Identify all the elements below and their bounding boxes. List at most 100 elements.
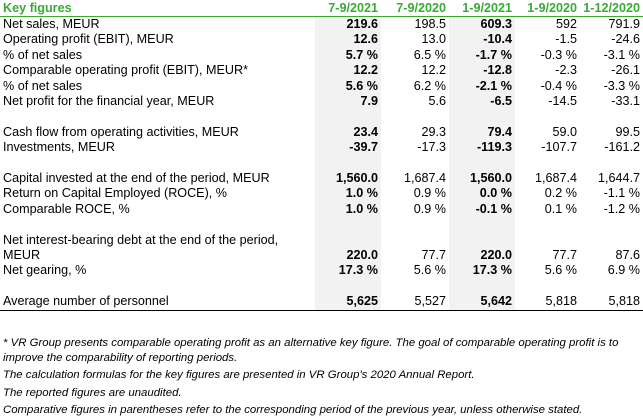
value-7-9-2020: 13.0	[421, 32, 446, 47]
value-7-9-2020: 29.3	[421, 124, 446, 139]
value-1-12-2020: -26.1	[611, 63, 640, 78]
row-label: Investments, MEUR	[3, 140, 115, 155]
value-1-9-2020: 5.6 %	[544, 263, 577, 278]
header-col-1-12-2020: 1-12/2020	[580, 0, 643, 17]
value-1-9-2020: 77.7	[552, 248, 577, 263]
value-1-9-2021: 1,560.0	[449, 171, 515, 187]
table-row-net-sales: Net sales, MEUR 219.6 198.5 609.3 592 79…	[0, 16, 643, 33]
value-1-9-2021: -119.3	[449, 140, 515, 156]
value-7-9-2021: 12.2	[315, 63, 381, 79]
value-7-9-2021: 23.4	[315, 124, 381, 141]
value-7-9-2021: 1.0 %	[315, 201, 381, 218]
value-1-12-2020: -3.1 %	[603, 47, 640, 62]
value-1-12-2020: 5,818	[580, 294, 643, 311]
value-1-9-2020: 0.2 %	[544, 186, 577, 201]
table-row-comparable-ebit-percent: % of net sales 5.6 % 6.2 % -2.1 % -0.4 %…	[0, 78, 643, 95]
value-1-9-2021: -2.1 %	[449, 78, 515, 95]
table-row-investments: Investments, MEUR -39.7 -17.3 -119.3 -10…	[0, 140, 643, 156]
value-1-12-2020: -1.2 %	[603, 201, 640, 216]
value-1-12-2020: 791.9	[608, 17, 640, 31]
value-7-9-2021: 7.9	[315, 94, 381, 110]
value-1-9-2021: -12.8	[449, 63, 515, 79]
row-label: Comparable operating profit (EBIT), MEUR…	[3, 63, 248, 78]
value-7-9-2021: 5.6 %	[315, 78, 381, 95]
value-7-9-2021: -39.7	[315, 140, 381, 156]
row-label: Net interest-bearing debt at the end of …	[3, 232, 279, 263]
value-7-9-2021: 219.6	[315, 16, 381, 33]
table-row-net-profit: Net profit for the financial year, MEUR …	[0, 94, 643, 110]
footnotes: * VR Group presents comparable operating…	[3, 336, 641, 420]
value-1-12-2020: -24.6	[611, 32, 640, 47]
value-1-9-2021: -0.1 %	[449, 201, 515, 218]
value-7-9-2020: 198.5	[414, 17, 446, 31]
value-7-9-2020: -17.3	[417, 140, 446, 155]
header-label: Key figures	[0, 0, 315, 17]
value-7-9-2021: 1,560.0	[315, 171, 381, 187]
value-1-9-2020: -0.3 %	[540, 47, 577, 62]
value-7-9-2021: 220.0	[315, 232, 381, 264]
row-label: Cash flow from operating activities, MEU…	[3, 124, 239, 139]
value-7-9-2021: 5.7 %	[315, 47, 381, 64]
table-row-ebit: Operating profit (EBIT), MEUR 12.6 13.0 …	[0, 32, 643, 48]
value-1-12-2020: -161.2	[604, 140, 640, 155]
row-label: Net gearing, %	[3, 263, 87, 278]
value-7-9-2020: 1,687.4	[403, 171, 446, 186]
value-1-9-2020: 59.0	[552, 124, 577, 139]
row-label: Comparable ROCE, %	[3, 201, 130, 216]
value-7-9-2020: 6.5 %	[413, 47, 446, 62]
table-header-row: Key figures 7-9/2021 7-9/2020 1-9/2021 1…	[0, 0, 643, 17]
value-7-9-2021: 1.0 %	[315, 186, 381, 202]
value-7-9-2020: 5,527	[381, 294, 449, 311]
value-1-9-2020: -1.5	[555, 32, 577, 47]
row-label: Operating profit (EBIT), MEUR	[3, 32, 174, 47]
value-1-12-2020: 99.5	[615, 124, 640, 139]
value-1-9-2020: 0.1 %	[544, 201, 577, 216]
table-row-ebit-percent: % of net sales 5.7 % 6.5 % -1.7 % -0.3 %…	[0, 47, 643, 64]
value-7-9-2020: 12.2	[421, 63, 446, 78]
value-1-12-2020: -33.1	[611, 94, 640, 109]
table-row-comparable-roce: Comparable ROCE, % 1.0 % 0.9 % -0.1 % 0.…	[0, 201, 643, 218]
footnote-calculation-formulas: The calculation formulas for the key fig…	[3, 369, 475, 382]
value-7-9-2021: 17.3 %	[315, 263, 381, 279]
value-1-9-2020: -2.3	[555, 63, 577, 78]
row-label: Capital invested at the end of the perio…	[3, 171, 270, 186]
value-7-9-2020: 6.2 %	[413, 78, 446, 93]
value-1-12-2020: 87.6	[615, 248, 640, 263]
row-label: Net sales, MEUR	[3, 17, 100, 31]
row-label: % of net sales	[3, 78, 83, 93]
row-label: % of net sales	[3, 47, 83, 62]
table-row-personnel: Average number of personnel 5,625 5,527 …	[0, 294, 643, 311]
table-row-comparable-ebit: Comparable operating profit (EBIT), MEUR…	[0, 63, 643, 79]
value-1-9-2020: -107.7	[541, 140, 577, 155]
row-label: Return on Capital Employed (ROCE), %	[3, 186, 227, 201]
table-row-roce: Return on Capital Employed (ROCE), % 1.0…	[0, 186, 643, 202]
value-1-9-2021: 0.0 %	[449, 186, 515, 202]
value-7-9-2020: 0.9 %	[413, 186, 446, 201]
table-row-cash-flow: Cash flow from operating activities, MEU…	[0, 124, 643, 141]
value-7-9-2020: 0.9 %	[413, 201, 446, 216]
header-col-1-9-2020: 1-9/2020	[515, 0, 580, 17]
value-1-12-2020: 1,644.7	[597, 171, 640, 186]
table-row-net-gearing: Net gearing, % 17.3 % 5.6 % 17.3 % 5.6 %…	[0, 263, 643, 279]
value-1-12-2020: -3.3 %	[603, 78, 640, 93]
value-1-9-2021: 17.3 %	[449, 263, 515, 279]
value-1-9-2021: 609.3	[449, 16, 515, 33]
footnote-unaudited: The reported figures are unaudited.	[3, 386, 182, 399]
spacer-row	[0, 217, 643, 233]
row-label: Net profit for the financial year, MEUR	[3, 94, 215, 109]
spacer-row	[0, 278, 643, 295]
value-1-12-2020: 6.9 %	[607, 263, 640, 278]
value-1-9-2021: 220.0	[449, 232, 515, 264]
footnote-comparable-ebit: * VR Group presents comparable operating…	[3, 337, 619, 365]
key-figures-table: Key figures 7-9/2021 7-9/2020 1-9/2021 1…	[0, 0, 643, 311]
value-1-9-2020: -14.5	[548, 94, 577, 109]
table-row-net-debt: Net interest-bearing debt at the end of …	[0, 232, 643, 264]
footnote-comparative-figures: Comparative figures in parentheses refer…	[3, 403, 583, 416]
value-1-9-2020: 592	[555, 17, 577, 31]
value-7-9-2021: 5,625	[315, 294, 381, 311]
value-1-9-2021: -1.7 %	[449, 47, 515, 64]
spacer-row	[0, 155, 643, 172]
value-1-9-2021: 79.4	[449, 124, 515, 141]
value-1-9-2021: -10.4	[449, 32, 515, 48]
